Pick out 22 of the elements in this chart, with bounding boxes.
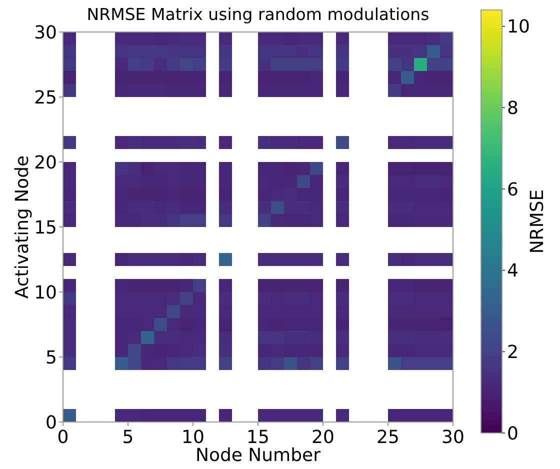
y-axis-title: Activating Node xyxy=(12,155,33,299)
y-tick-label: 30 xyxy=(34,22,57,44)
color-bar-label: 6 xyxy=(507,179,518,200)
x-tick-label: 20 xyxy=(312,427,334,448)
chart-title: NRMSE Matrix using random modulations xyxy=(86,5,430,24)
color-bar-label: 8 xyxy=(507,98,518,119)
y-tick-label: 15 xyxy=(34,217,57,238)
x-tick-label: 10 xyxy=(182,427,204,448)
x-axis-title: Node Number xyxy=(195,445,322,466)
color-bar-title: NRMSE xyxy=(527,189,548,254)
color-bar-label: 4 xyxy=(507,260,518,282)
y-tick-label: 20 xyxy=(34,152,57,174)
x-tick-label: 15 xyxy=(246,427,270,448)
x-tick-label: 30 xyxy=(442,427,464,448)
y-tick-label: 0 xyxy=(46,412,57,434)
x-tick-label: 5 xyxy=(122,427,134,448)
color-bar-label: 2 xyxy=(507,342,518,363)
y-tick-label: 25 xyxy=(34,87,57,108)
y-tick-label: 5 xyxy=(46,347,57,368)
x-tick-label: 25 xyxy=(376,427,400,448)
y-tick-label: 10 xyxy=(34,282,57,304)
color-bar-label: 10 xyxy=(507,16,530,38)
